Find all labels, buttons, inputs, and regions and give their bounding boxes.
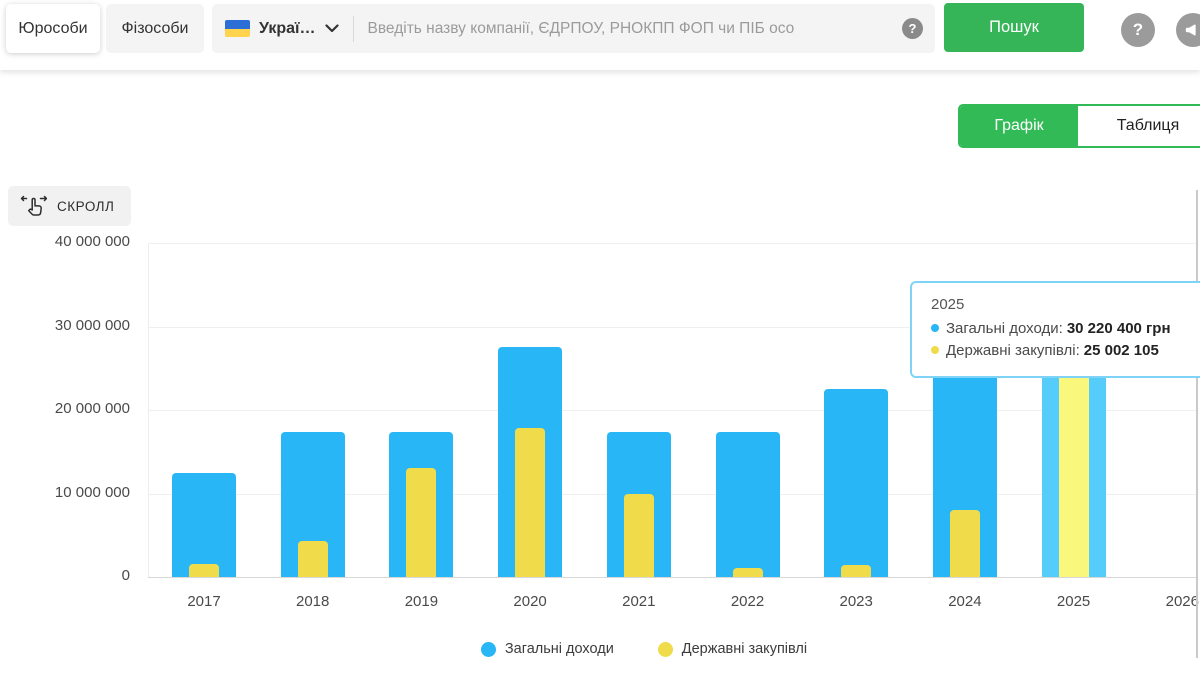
x-axis-label: 2023 — [839, 593, 873, 610]
legend-item-total-income[interactable]: Загальні доходи — [480, 641, 614, 657]
tooltip-year: 2025 — [931, 296, 965, 313]
tab-legal-entities[interactable]: Юрособи — [6, 4, 100, 53]
chart-view-switcher: Графік Таблиця — [958, 104, 1200, 148]
country-dropdown-label: Украї… — [259, 19, 316, 37]
drag-hand-icon — [20, 195, 47, 217]
search-help-icon[interactable]: ? — [902, 18, 923, 39]
x-axis-label: 2020 — [513, 593, 547, 610]
y-axis-label: 40 000 000 — [54, 233, 130, 250]
scroll-hint-badge: СКРОЛЛ — [8, 186, 132, 226]
x-axis-label: 2026 — [1165, 593, 1199, 610]
header: Юрособи Фізособи Украї… ? Пошук ? — [0, 0, 1200, 70]
search-button[interactable]: Пошук — [944, 3, 1084, 52]
bar-2023-total-income[interactable] — [824, 389, 889, 577]
search-bar: Украї… ? — [212, 4, 935, 53]
help-icon[interactable]: ? — [1121, 13, 1155, 47]
bar-2025-gov-procurement[interactable] — [1058, 368, 1089, 577]
megaphone-icon — [1185, 24, 1196, 36]
tab-table[interactable]: Таблиця — [1116, 117, 1180, 134]
tooltip-label: Державні закупівлі: — [946, 342, 1080, 359]
legend-dot-icon — [657, 641, 673, 657]
scroll-hint-label: СКРОЛЛ — [57, 198, 115, 214]
y-axis-label: 10 000 000 — [54, 483, 130, 501]
bar-2022-gov-procurement[interactable] — [732, 568, 763, 577]
y-axis-label: 0 — [121, 567, 130, 584]
announcement-icon[interactable] — [1176, 13, 1200, 47]
y-axis-label: 30 000 000 — [54, 316, 130, 334]
gridline-20000000 — [148, 410, 1196, 411]
bar-2024-gov-procurement[interactable] — [949, 510, 980, 577]
divider — [352, 15, 354, 42]
tooltip-row-gov-procurement: Державні закупівлі: 25 002 105 — [931, 340, 1200, 362]
chart-legend: Загальні доходи Державні закупівлі — [0, 641, 1200, 657]
chart-tooltip: 2025 Загальні доходи: 30 220 400 грн Держ… — [910, 281, 1200, 378]
gridline-0 — [148, 577, 1196, 578]
y-axis-label: 20 000 000 — [54, 400, 130, 417]
legend-label: Загальні доходи — [504, 641, 614, 657]
bar-2023-gov-procurement[interactable] — [841, 565, 872, 577]
x-axis-label: 2017 — [187, 593, 221, 610]
x-axis-label: 2022 — [730, 593, 765, 610]
bar-2017-total-income[interactable] — [172, 473, 236, 577]
tooltip-value: 25 002 105 — [1083, 342, 1159, 359]
tooltip-value: 30 220 400 грн — [1066, 320, 1171, 337]
legend-label: Державні закупівлі — [681, 641, 808, 657]
card-right-border — [1196, 190, 1198, 658]
x-axis-label: 2025 — [1056, 593, 1091, 610]
country-dropdown[interactable]: Украї… — [212, 20, 349, 38]
bar-2021-gov-procurement[interactable] — [623, 494, 654, 577]
ukraine-flag-icon — [225, 20, 250, 37]
x-axis-label: 2019 — [404, 593, 439, 610]
series-dot-icon — [931, 324, 939, 332]
bar-2018-gov-procurement[interactable] — [297, 541, 328, 577]
tab-individuals[interactable]: Фізособи — [106, 4, 204, 53]
bar-2020-gov-procurement[interactable] — [515, 428, 546, 577]
legend-item-gov-procurement[interactable]: Державні закупівлі — [657, 641, 808, 657]
series-dot-icon — [931, 346, 939, 354]
x-axis-label: 2018 — [296, 593, 330, 610]
tab-graph[interactable]: Графік — [960, 106, 1078, 146]
chevron-down-icon — [324, 24, 339, 33]
bar-2019-gov-procurement[interactable] — [406, 468, 437, 577]
x-axis-label: 2024 — [948, 593, 982, 610]
legend-dot-icon — [480, 641, 496, 657]
gridline-30000000 — [148, 326, 1196, 328]
gridline-40000000 — [148, 243, 1196, 244]
tooltip-row-total-income: Загальні доходи: 30 220 400 грн — [931, 318, 1200, 340]
bar-2017-gov-procurement[interactable] — [189, 564, 219, 577]
search-input[interactable] — [365, 18, 890, 39]
gridline-10000000 — [148, 493, 1196, 495]
x-axis-label: 2021 — [622, 593, 656, 610]
bar-2022-total-income[interactable] — [715, 432, 780, 577]
tooltip-label: Загальні доходи: — [946, 320, 1063, 337]
y-axis-line — [148, 243, 149, 577]
